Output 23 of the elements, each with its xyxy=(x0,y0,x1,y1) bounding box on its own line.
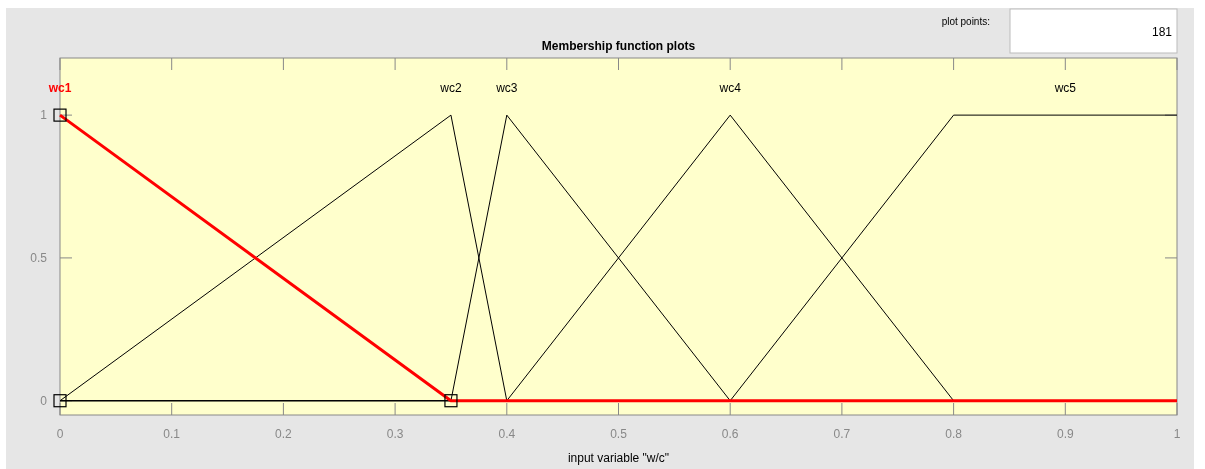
x-tick-label: 0.5 xyxy=(610,427,628,441)
x-tick-label: 0.8 xyxy=(945,427,963,441)
y-tick-label: 1 xyxy=(40,108,48,123)
series-label: wc4 xyxy=(718,81,742,96)
x-tick-label: 1 xyxy=(1173,427,1181,441)
series-label: wc1 xyxy=(47,81,72,96)
text: 181 xyxy=(1151,25,1173,39)
x-tick-label: 0 xyxy=(56,427,64,441)
x-tick-label: 0.6 xyxy=(721,427,739,441)
x-tick-label: 0.2 xyxy=(275,427,293,441)
x-tick-label: 0.4 xyxy=(498,427,516,441)
text: plot points: xyxy=(941,16,990,27)
x-axis-title: input variable "w/c" xyxy=(567,451,670,465)
x-tick-label: 0.7 xyxy=(833,427,851,441)
x-tick-label: 0.3 xyxy=(386,427,404,441)
y-tick-label: 0.5 xyxy=(30,250,48,265)
series-label: wc5 xyxy=(1053,81,1077,96)
series-label: wc3 xyxy=(495,81,518,96)
series-label: wc2 xyxy=(439,81,462,96)
chart-title: Membership function plots xyxy=(541,39,696,53)
y-tick-label: 0 xyxy=(40,393,48,408)
x-tick-label: 0.1 xyxy=(163,427,181,441)
x-tick-label: 0.9 xyxy=(1056,427,1074,441)
